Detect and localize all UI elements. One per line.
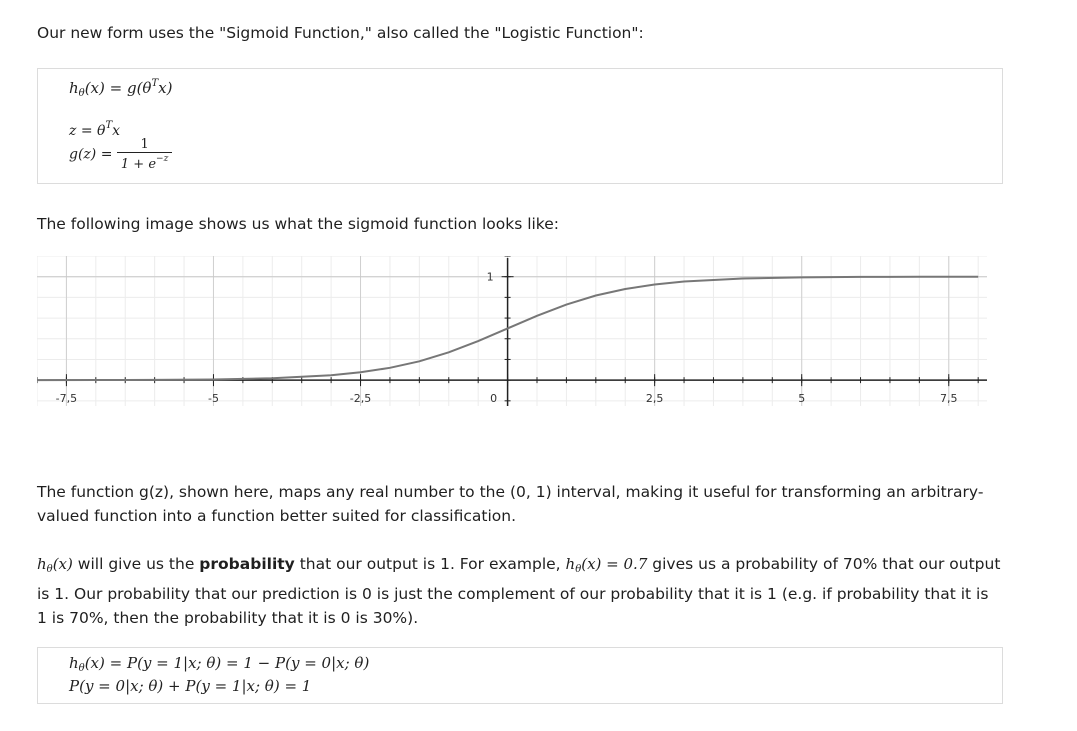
y-tick-label: 1 — [487, 271, 494, 284]
x-tick-label: 2,5 — [646, 392, 664, 405]
probability-formula-box: hθ(x) = P(y = 1|x; θ) = 1 − P(y = 0|x; θ… — [37, 647, 1003, 704]
x-tick-label: -7,5 — [56, 392, 77, 405]
sigmoid-curve — [37, 275, 979, 382]
probability-equation-1: hθ(x) = P(y = 1|x; θ) = 1 − P(y = 0|x; θ… — [69, 654, 370, 674]
hypothesis-equation: hθ(x) = g(θTx) — [69, 78, 173, 99]
paragraph-probability: hθ(x) will give us the probability that … — [37, 555, 1001, 627]
x-tick-label: -5 — [208, 392, 219, 405]
inline-math-h: hθ(x) — [37, 555, 73, 575]
intro-paragraph: Our new form uses the "Sigmoid Function,… — [37, 24, 644, 42]
inline-math-example: hθ(x) = 0.7 — [565, 555, 648, 575]
x-tick-label: 0 — [490, 392, 497, 405]
x-tick-label: 7,5 — [940, 392, 958, 405]
sigmoid-chart: -7,5 -5 -2,5 0 2,5 5 7,5 1 — [37, 256, 987, 406]
sigmoid-equation: g(z) = 1 1 + e−z — [69, 137, 173, 172]
sigmoid-fraction: 1 1 + e−z — [116, 137, 173, 172]
x-tick-label: 5 — [798, 392, 805, 405]
x-tick-label: -2,5 — [350, 392, 371, 405]
bold-probability: probability — [199, 555, 295, 573]
z-equation: z = θTx — [69, 120, 121, 139]
sigmoid-formula-box: hθ(x) = g(θTx) z = θTx g(z) = 1 1 + e−z — [37, 68, 1003, 184]
paragraph-mapping: The function g(z), shown here, maps any … — [37, 483, 984, 525]
probability-equation-2: P(y = 0|x; θ) + P(y = 1|x; θ) = 1 — [69, 677, 312, 695]
figure-caption: The following image shows us what the si… — [37, 215, 559, 233]
